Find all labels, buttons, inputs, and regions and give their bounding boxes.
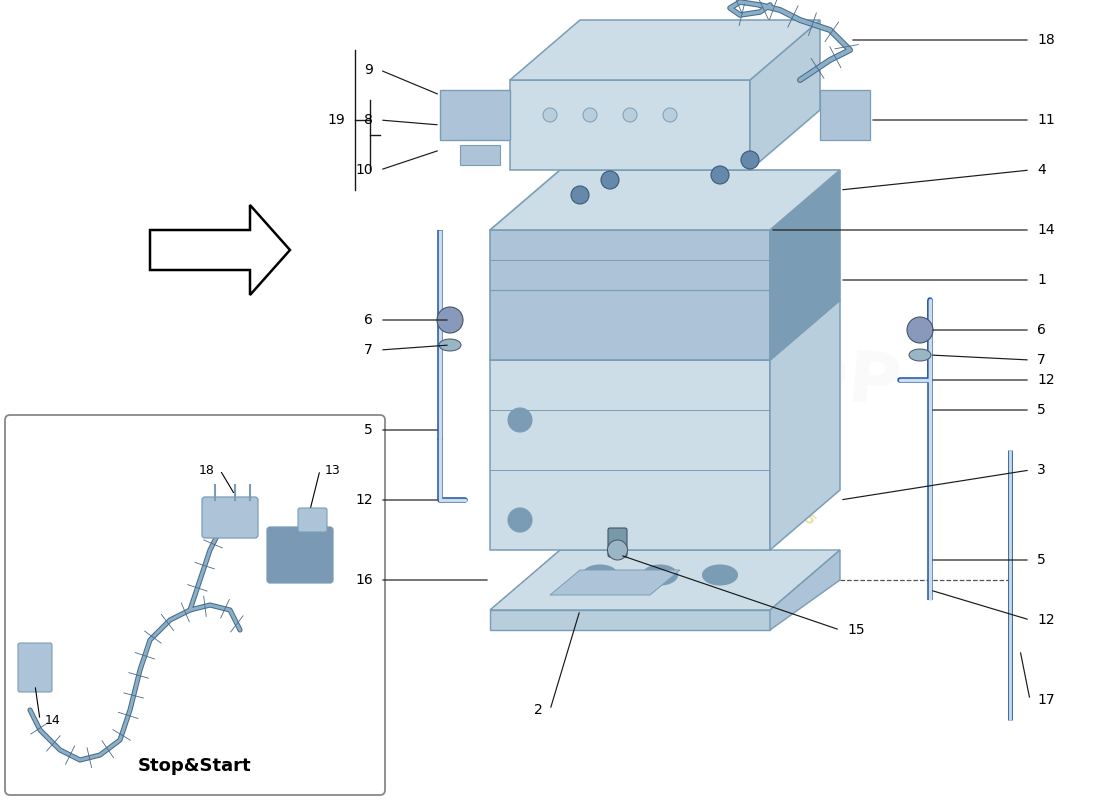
Circle shape xyxy=(663,108,676,122)
Polygon shape xyxy=(490,230,770,360)
Circle shape xyxy=(571,186,588,204)
Text: 3: 3 xyxy=(1037,463,1046,477)
Text: 5: 5 xyxy=(1037,403,1046,417)
Text: 12: 12 xyxy=(1037,613,1055,627)
Ellipse shape xyxy=(439,339,461,351)
FancyBboxPatch shape xyxy=(18,643,52,692)
Text: 5: 5 xyxy=(364,423,373,437)
Polygon shape xyxy=(490,550,840,610)
Ellipse shape xyxy=(703,565,737,585)
FancyBboxPatch shape xyxy=(6,415,385,795)
Circle shape xyxy=(908,317,933,343)
Ellipse shape xyxy=(583,565,617,585)
Text: a passion for parts since 1985: a passion for parts since 1985 xyxy=(623,372,817,528)
Text: 1: 1 xyxy=(1037,273,1046,287)
Text: 6: 6 xyxy=(364,313,373,327)
Text: 7: 7 xyxy=(364,343,373,357)
Polygon shape xyxy=(490,170,840,230)
Text: 15: 15 xyxy=(847,623,865,637)
Text: 7: 7 xyxy=(1037,353,1046,367)
Text: 16: 16 xyxy=(355,573,373,587)
Text: 14: 14 xyxy=(45,714,60,726)
Polygon shape xyxy=(770,170,840,360)
Polygon shape xyxy=(460,145,500,165)
Circle shape xyxy=(437,307,463,333)
Polygon shape xyxy=(490,300,840,360)
Circle shape xyxy=(508,408,532,432)
Ellipse shape xyxy=(909,349,931,361)
Circle shape xyxy=(607,540,627,560)
Circle shape xyxy=(583,108,597,122)
FancyBboxPatch shape xyxy=(202,497,258,538)
Polygon shape xyxy=(750,20,820,170)
Circle shape xyxy=(508,508,532,532)
Text: 4: 4 xyxy=(1037,163,1046,177)
Circle shape xyxy=(623,108,637,122)
Text: 12: 12 xyxy=(355,493,373,507)
Polygon shape xyxy=(770,300,840,550)
Text: 17: 17 xyxy=(1037,693,1055,707)
FancyBboxPatch shape xyxy=(298,508,327,532)
Text: 13: 13 xyxy=(324,463,341,477)
Text: EDP: EDP xyxy=(736,338,904,422)
Text: 10: 10 xyxy=(355,163,373,177)
Text: 2: 2 xyxy=(535,703,543,717)
Polygon shape xyxy=(440,90,510,140)
Polygon shape xyxy=(550,570,680,595)
Text: 12: 12 xyxy=(1037,373,1055,387)
Polygon shape xyxy=(770,550,840,630)
Text: 11: 11 xyxy=(1037,113,1055,127)
Polygon shape xyxy=(510,80,750,170)
Polygon shape xyxy=(150,205,290,295)
Polygon shape xyxy=(820,90,870,140)
FancyBboxPatch shape xyxy=(267,527,333,583)
FancyBboxPatch shape xyxy=(608,528,627,557)
Text: 18: 18 xyxy=(1037,33,1055,47)
Text: 5: 5 xyxy=(1037,553,1046,567)
Circle shape xyxy=(741,151,759,169)
Polygon shape xyxy=(490,360,770,550)
Polygon shape xyxy=(490,610,770,630)
Polygon shape xyxy=(510,20,820,80)
Text: 9: 9 xyxy=(364,63,373,77)
Text: 19: 19 xyxy=(328,113,345,127)
Text: 8: 8 xyxy=(364,113,373,127)
Circle shape xyxy=(711,166,729,184)
Text: 6: 6 xyxy=(1037,323,1046,337)
Text: 14: 14 xyxy=(1037,223,1055,237)
Circle shape xyxy=(543,108,557,122)
Ellipse shape xyxy=(642,565,678,585)
Text: 18: 18 xyxy=(199,463,214,477)
Circle shape xyxy=(601,171,619,189)
Text: Stop&Start: Stop&Start xyxy=(139,757,252,775)
